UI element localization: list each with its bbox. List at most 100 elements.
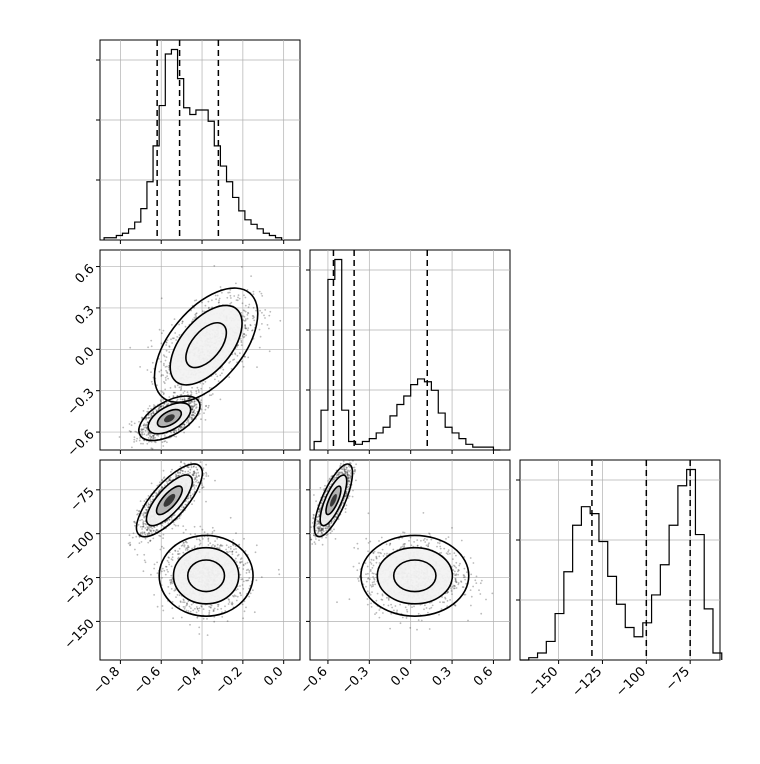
scatter-point [233,549,235,551]
scatter-point [205,405,207,407]
scatter-point [239,298,241,300]
scatter-point [160,369,162,371]
scatter-point [166,356,168,358]
y-tick-label: −125 [62,573,98,609]
scatter-point [201,487,203,489]
scatter-point [228,362,230,364]
scatter-point [132,537,134,539]
scatter-point [191,401,193,403]
scatter-point [190,390,192,392]
scatter-point [129,542,131,544]
scatter-point [279,320,281,322]
scatter-point [197,608,199,610]
scatter-point [149,433,151,435]
scatter-point [176,475,178,477]
scatter-point [213,621,215,623]
scatter-point [268,315,270,317]
scatter-point [129,534,131,536]
scatter-point [192,407,194,409]
scatter-point [184,398,186,400]
scatter-point [213,265,215,267]
scatter-point [156,492,158,494]
scatter-point [253,317,255,319]
scatter-point [154,564,156,566]
scatter-point [186,610,188,612]
scatter-point [134,431,136,433]
scatter-point [247,318,249,320]
scatter-point [163,363,165,365]
scatter-point [150,414,152,416]
scatter-point [162,445,164,447]
scatter-point [166,441,168,443]
scatter-point [169,479,171,481]
scatter-point [198,391,200,393]
scatter-point [180,466,182,468]
scatter-point [204,456,206,458]
scatter-point [261,293,263,295]
scatter-point [261,323,263,325]
scatter-point [230,295,232,297]
scatter-point [136,438,138,440]
scatter-point [212,527,214,529]
y-tick-label: −0.3 [65,386,98,419]
scatter-point [221,372,223,374]
scatter-point [175,525,177,527]
scatter-point [222,369,224,371]
scatter-point [180,509,182,511]
scatter-point [245,318,247,320]
scatter-point [146,443,148,445]
scatter-point [143,525,145,527]
scatter-point [232,539,234,541]
scatter-point [148,504,150,506]
scatter-point [235,551,237,553]
scatter-point [233,544,235,546]
scatter-point [174,318,176,320]
scatter-point [161,297,163,299]
scatter-point [245,297,247,299]
scatter-point [149,499,151,501]
scatter-point [253,320,255,322]
scatter-point [166,569,168,571]
scatter-point [252,329,254,331]
scatter-point [250,275,252,277]
scatter-point [212,544,214,546]
scatter-point [196,480,198,482]
scatter-point [139,437,141,439]
scatter-point [145,498,147,500]
scatter-point [184,471,186,473]
scatter-point [138,421,140,423]
scatter-point [141,428,143,430]
scatter-point [187,473,189,475]
scatter-point [198,481,200,483]
scatter-point [247,314,249,316]
scatter-point [185,549,187,551]
scatter-point [143,433,145,435]
scatter-point [156,384,158,386]
scatter-point [252,315,254,317]
scatter-point [253,293,255,295]
scatter-point [252,589,254,591]
scatter-point [152,383,154,385]
scatter-point [242,604,244,606]
scatter-point [198,426,200,428]
scatter-point [177,550,179,552]
scatter-point [213,610,215,612]
scatter-point [157,606,159,608]
scatter-point [191,604,193,606]
scatter-point [160,535,162,537]
scatter-point [172,617,174,619]
scatter-point [169,579,171,581]
scatter-point [153,435,155,437]
scatter-point [255,551,257,553]
scatter-point [243,366,245,368]
scatter-point [243,565,245,567]
scatter-point [153,404,155,406]
scatter-point [176,336,178,338]
scatter-point [238,544,240,546]
scatter-point [160,375,162,377]
y-tick-label: −75 [68,485,98,515]
scatter-point [163,470,165,472]
scatter-point [167,378,169,380]
scatter-point [141,541,143,543]
